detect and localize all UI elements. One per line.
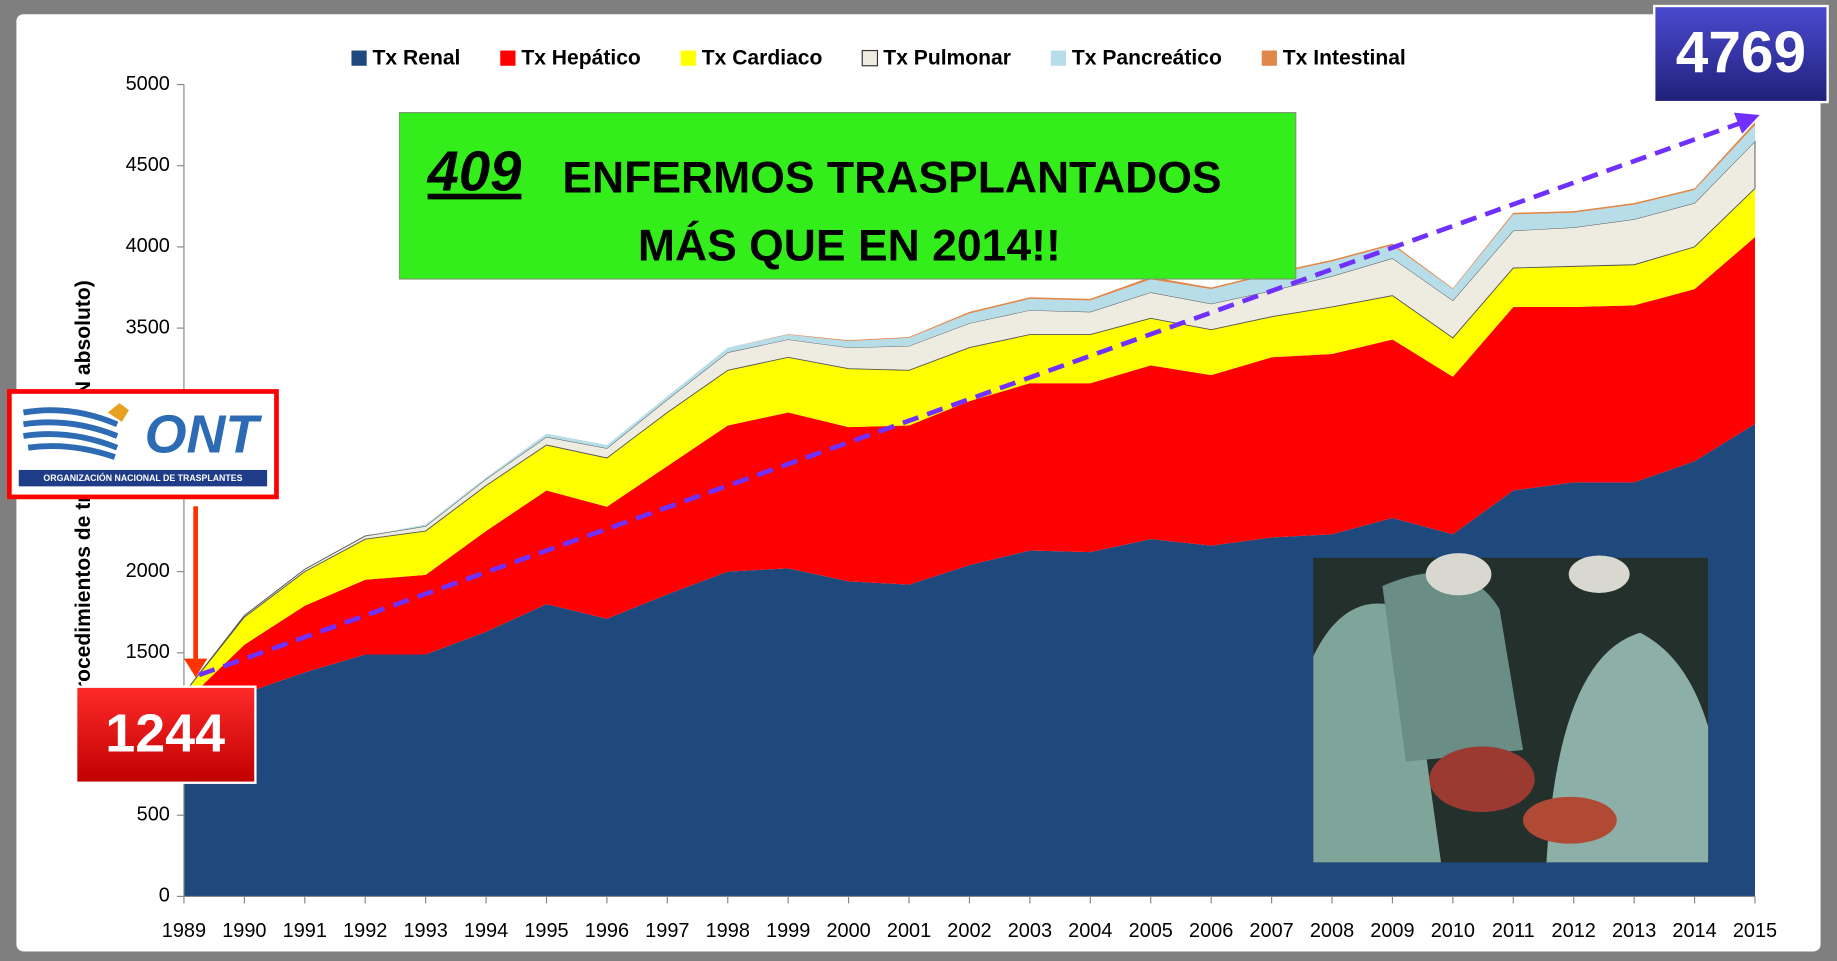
legend-label: Tx Pulmonar [883,46,1011,69]
photo-shape [1425,553,1492,596]
x-tick-label: 1997 [645,920,689,942]
start-arrowhead [183,658,208,678]
x-tick-label: 1996 [585,920,629,942]
x-tick-label: 2001 [887,920,931,942]
legend-swatch [1261,50,1277,66]
headline-line1: ENFERMOS TRASPLANTADOS [562,153,1221,202]
trend-arrowhead [1733,112,1760,134]
x-tick-label: 1990 [222,920,266,942]
legend-swatch [861,49,879,67]
legend-swatch [351,50,367,66]
x-tick-label: 2013 [1612,920,1656,942]
legend-label: Tx Hepático [521,46,641,69]
headline-number: 409 [427,140,523,203]
x-tick-label: 2012 [1552,920,1596,942]
start-box [74,685,257,784]
x-tick-label: 1991 [283,920,327,942]
plot: 0500100015002000250030003500400045005000… [126,46,1778,942]
x-tick-label: 2004 [1068,920,1112,942]
legend-label: Tx Intestinal [1283,46,1406,69]
legend-label: Tx Pancreático [1072,46,1222,69]
headline-line2: MÁS QUE EN 2014!! [638,220,1061,270]
x-tick-label: 2007 [1249,920,1293,942]
legend-swatch [500,50,516,66]
logo-text: ONT [145,405,263,465]
y-tick-label: 4500 [126,154,170,176]
x-tick-label: 1995 [524,920,568,942]
x-tick-label: 2006 [1189,920,1233,942]
y-tick-label: 1500 [126,641,170,663]
legend-swatch [1050,50,1067,66]
y-tick-label: 0 [159,885,170,907]
x-tick-label: 1994 [464,920,508,942]
photo [1313,553,1709,863]
logo-swoosh [22,407,119,460]
photo-shape [1568,555,1630,593]
y-tick-label: 5000 [126,73,170,95]
x-tick-label: 2014 [1672,920,1716,942]
start-label: 1244 [105,703,225,763]
x-tick-label: 2010 [1431,920,1475,942]
x-tick-label: 2005 [1129,920,1173,942]
headline-box [398,112,1297,280]
photo-shape [1382,572,1524,762]
y-tick-label: 2000 [126,560,170,582]
logo-band [18,469,268,487]
end-box [1653,4,1829,104]
x-tick-label: 1993 [403,920,447,942]
area [183,237,1755,717]
x-tick-label: 2011 [1492,920,1535,942]
photo-shape [1429,746,1535,813]
y-tick-label: 3500 [126,316,170,338]
end-label: 4769 [1676,20,1806,85]
x-tick-label: 2002 [947,920,991,942]
x-tick-label: 1998 [706,920,750,942]
y-tick-label: 500 [137,803,170,825]
x-tick-label: 1989 [162,920,206,942]
logo-icon [107,403,129,422]
overlays: 409 ENFERMOS TRASPLANTADOS MÁS QUE EN 20… [7,4,1829,863]
legend-label: Tx Cardiaco [702,46,823,69]
photo-shape [1523,796,1617,844]
x-tick-label: 2009 [1370,920,1414,942]
y-tick-label: 4000 [126,235,170,257]
area [183,188,1755,704]
legend-label: Tx Renal [373,46,461,69]
x-tick-label: 2008 [1310,920,1354,942]
area [183,125,1755,694]
x-tick-label: 2000 [826,920,870,942]
x-tick-label: 1992 [343,920,387,942]
x-tick-label: 2015 [1733,920,1777,942]
legend-swatch [680,50,696,66]
trend-arrow [198,119,1745,678]
x-tick-label: 2003 [1008,920,1052,942]
logo-subtitle: ORGANIZACIÓN NACIONAL DE TRASPLANTES [43,472,242,483]
x-tick-label: 1999 [766,920,810,942]
